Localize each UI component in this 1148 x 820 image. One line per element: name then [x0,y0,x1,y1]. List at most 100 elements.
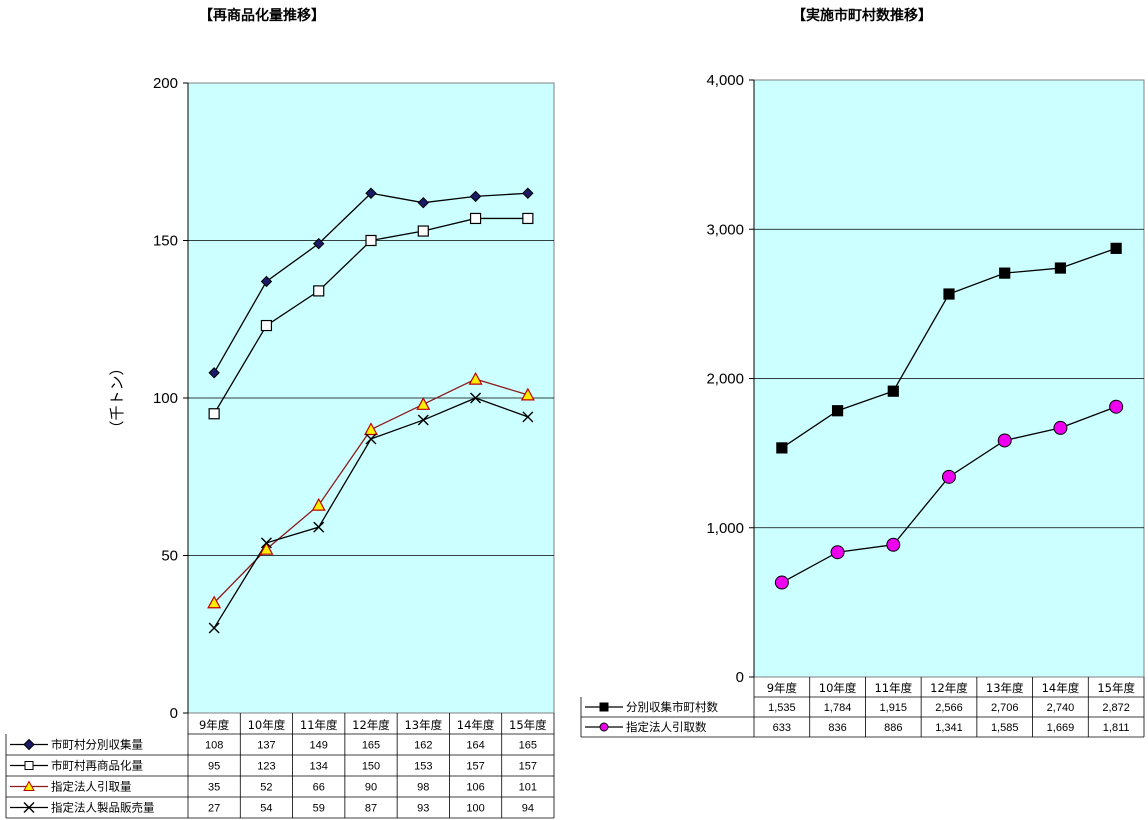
data-point [522,212,534,225]
data-label: 66 [313,782,325,794]
data-label: 1,915 [880,702,908,714]
x-category-label: 13年度 [986,681,1024,695]
legend-marker [23,738,35,751]
legend-series-name: 指定法人製品販売量 [51,801,155,815]
data-label: 149 [310,740,328,752]
data-point [1110,242,1122,254]
data-label: 1,669 [1047,722,1075,734]
x-category-label: 11年度 [874,681,912,695]
legend-series-name: 市町村分別収集量 [51,738,143,752]
data-point [774,575,789,590]
data-point-stroke-b [208,622,220,634]
data-label: 633 [773,722,791,734]
data-label: 1,784 [824,702,852,714]
y-tick-label: 150 [153,233,178,250]
y-tick-label: 0 [170,705,178,722]
data-point [417,196,429,209]
y-tick-label: 200 [153,75,178,92]
data-point [470,392,482,404]
data-point [365,234,377,247]
data-point [522,411,534,423]
legend-series-name: 分別収集市町村数 [626,700,718,714]
y-tick-label: 100 [153,390,178,407]
data-point-stroke-b [260,537,272,549]
data-label: 35 [208,782,220,794]
data-point [260,537,272,549]
data-point [468,371,483,385]
data-point [943,288,955,300]
data-point [417,225,429,237]
data-point [1054,262,1067,274]
legend-marker [599,722,609,732]
chart-title: 【実施市町村数推移】 [792,7,932,24]
data-point [365,433,377,445]
legend-marker [23,780,35,791]
data-label: 137 [257,740,275,752]
data-point [520,387,535,401]
x-category-label: 15年度 [1097,681,1135,695]
data-label: 886 [884,722,902,734]
data-point [416,397,431,410]
data-label: 157 [466,761,484,773]
data-point [830,545,845,560]
y-tick-label: 3,000 [706,221,744,238]
chart-recycling-volume: 【再商品化量推移】 0 50 100 150 200 （千トン） 9年度 10年度 11年度 12年… [5,7,555,819]
y-tick-label: 2,000 [706,371,744,388]
data-label: 100 [466,803,484,815]
data-label: 59 [313,803,325,815]
data-label: 134 [310,761,328,773]
data-label: 101 [519,782,537,794]
x-category-label: 10年度 [819,681,857,695]
data-point [469,190,482,203]
data-label: 165 [519,740,537,752]
y-tick-label: 0 [736,669,744,686]
data-point [365,187,377,199]
data-label: 2,566 [935,702,963,714]
data-point [1053,420,1068,435]
data-point [208,367,220,379]
data-point [522,187,534,199]
legend-series-name: 市町村再商品化量 [51,759,143,773]
data-point [208,622,220,634]
x-category-label: 9年度 [767,681,798,695]
data-label: 90 [365,782,377,794]
data-point [942,469,956,484]
data-label: 2,706 [991,702,1019,714]
x-category-label: 12年度 [352,718,390,732]
data-point [311,497,326,511]
data-point [417,414,429,426]
data-label: 106 [466,782,484,794]
data-point [776,442,788,454]
y-tick-label: 1,000 [706,520,744,537]
data-label: 108 [205,740,223,752]
x-category-label: 13年度 [404,718,442,732]
data-point [208,408,220,420]
data-point-stroke-b [522,411,534,423]
data-point-stroke-b [417,414,429,426]
data-label: 1,341 [935,722,963,734]
data-point [207,595,222,609]
chart-title: 【再商品化量推移】 [199,7,325,24]
data-label: 93 [417,803,429,815]
data-label: 1,535 [768,702,796,714]
data-label: 95 [208,761,220,773]
data-label: 2,740 [1047,702,1075,714]
x-category-label: 11年度 [300,718,338,732]
data-label: 164 [466,740,484,752]
data-label: 157 [519,761,537,773]
legend-marker-stroke-b [23,802,35,813]
data-point [469,212,482,225]
data-label: 150 [362,761,380,773]
x-category-label: 14年度 [1042,681,1080,695]
x-category-label: 15年度 [509,718,547,732]
legend-marker [23,802,35,813]
y-axis-label: （千トン） [108,360,126,435]
data-label: 123 [257,761,275,773]
legend-marker [24,761,34,770]
chart-municipality-count: 【実施市町村数推移】 0 1,000 2,000 3,000 4,000 9年度 10年度 11… [580,7,1145,738]
data-label: 87 [365,803,377,815]
data-point-stroke-b [313,521,325,533]
data-point [363,422,379,436]
x-category-label: 10年度 [248,718,286,732]
